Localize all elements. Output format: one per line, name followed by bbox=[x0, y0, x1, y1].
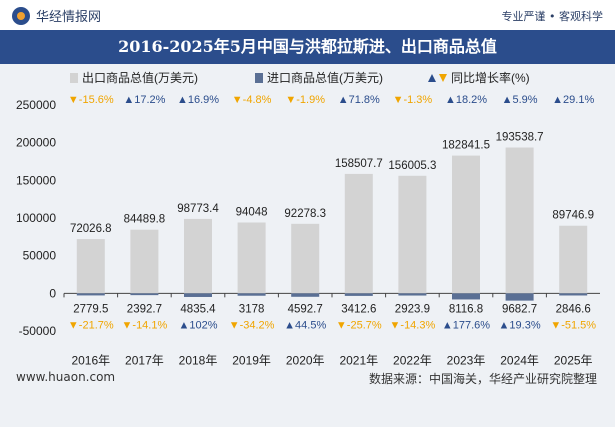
import-value-label: 2392.7 bbox=[127, 303, 162, 315]
x-tick-label: 2024年 bbox=[500, 353, 539, 367]
import-growth-label: ▲19.3% bbox=[499, 319, 541, 331]
import-bar bbox=[184, 293, 212, 297]
import-growth-label: ▲44.5% bbox=[284, 319, 326, 331]
y-tick-label: 150000 bbox=[16, 173, 56, 187]
export-bar bbox=[559, 225, 588, 294]
top-bar: 华经情报网 专业严谨 • 客观科学 bbox=[0, 0, 615, 30]
export-bar bbox=[76, 239, 105, 294]
x-tick-label: 2016年 bbox=[71, 353, 110, 367]
export-value-label: 182841.5 bbox=[442, 140, 490, 152]
x-tick-label: 1-5月 bbox=[559, 368, 588, 369]
export-bar bbox=[237, 222, 266, 294]
import-bar bbox=[452, 293, 480, 300]
export-bar bbox=[505, 147, 534, 294]
import-growth-label: ▼-14.3% bbox=[390, 319, 436, 331]
import-growth-label: ▼-14.1% bbox=[122, 319, 168, 331]
import-bar bbox=[559, 293, 588, 296]
import-bar bbox=[344, 293, 373, 296]
import-growth-label: ▲102% bbox=[178, 319, 217, 331]
export-value-label: 158507.7 bbox=[335, 158, 383, 170]
import-growth-label: ▼-25.7% bbox=[336, 319, 382, 331]
export-bar bbox=[452, 155, 480, 294]
export-growth-label: ▼-1.3% bbox=[393, 94, 433, 106]
chart-title: 2016-2025年5月中国与洪都拉斯进、出口商品总值 bbox=[118, 37, 497, 56]
legend-import-swatch bbox=[255, 73, 263, 83]
title-bar: 2016-2025年5月中国与洪都拉斯进、出口商品总值 bbox=[0, 30, 615, 64]
brand: 华经情报网 bbox=[12, 6, 101, 25]
import-value-label: 4592.7 bbox=[288, 303, 323, 315]
import-bar bbox=[291, 293, 320, 297]
export-growth-label: ▲16.9% bbox=[177, 94, 219, 106]
export-value-label: 193538.7 bbox=[496, 132, 544, 144]
x-tick-label: 2017年 bbox=[125, 353, 164, 367]
x-tick-label: 2023年 bbox=[447, 353, 486, 367]
import-value-label: 3412.6 bbox=[341, 303, 376, 315]
x-tick-label: 2018年 bbox=[179, 353, 218, 367]
export-growth-label: ▲71.8% bbox=[338, 94, 380, 106]
import-bar bbox=[505, 293, 534, 301]
export-value-label: 89746.9 bbox=[552, 210, 594, 222]
export-bar bbox=[291, 223, 320, 294]
import-value-label: 8116.8 bbox=[449, 303, 483, 315]
export-value-label: 72026.8 bbox=[70, 223, 112, 235]
brand-logo-icon bbox=[12, 6, 30, 25]
export-growth-label: ▲18.2% bbox=[445, 94, 487, 106]
export-bar bbox=[184, 218, 212, 294]
export-growth-label: ▼-4.8% bbox=[232, 94, 272, 106]
brand-name: 华经情报网 bbox=[36, 10, 102, 25]
import-bar bbox=[130, 293, 159, 296]
export-value-label: 84489.8 bbox=[124, 214, 166, 226]
footer: www.huaon.com 数据来源：中国海关，华经产业研究院整理 bbox=[0, 366, 615, 396]
import-value-label: 2923.9 bbox=[395, 303, 430, 315]
x-tick-label: 2020年 bbox=[286, 353, 325, 367]
legend-export-swatch bbox=[70, 73, 78, 83]
legend-export-label: 出口商品总值(万美元) bbox=[82, 70, 198, 85]
import-bar bbox=[76, 293, 105, 296]
import-growth-label: ▼-21.7% bbox=[68, 319, 114, 331]
export-growth-label: ▲17.2% bbox=[123, 94, 165, 106]
y-tick-label: 0 bbox=[49, 286, 56, 300]
legend-up-icon bbox=[428, 74, 436, 82]
legend-down-icon bbox=[439, 74, 447, 82]
import-bar bbox=[237, 293, 266, 296]
import-value-label: 9682.7 bbox=[502, 303, 537, 315]
import-growth-label: ▼-51.5% bbox=[550, 319, 596, 331]
export-bar bbox=[130, 229, 159, 294]
legend-import-label: 进口商品总值(万美元) bbox=[267, 70, 383, 85]
export-growth-label: ▲5.9% bbox=[502, 94, 538, 106]
y-tick-label: 100000 bbox=[16, 211, 56, 225]
export-value-label: 94048 bbox=[236, 206, 268, 218]
export-growth-label: ▼-15.6% bbox=[68, 94, 114, 106]
export-bar bbox=[344, 173, 373, 294]
import-value-label: 3178 bbox=[239, 303, 265, 315]
export-value-label: 98773.4 bbox=[177, 203, 219, 215]
export-growth-label: ▲29.1% bbox=[552, 94, 594, 106]
export-bar bbox=[398, 175, 427, 294]
import-value-label: 2846.6 bbox=[556, 303, 591, 315]
y-tick-label: 250000 bbox=[16, 98, 56, 112]
x-tick-label: 2022年 bbox=[393, 353, 432, 367]
export-value-label: 92278.3 bbox=[284, 208, 326, 220]
legend-growth-label: 同比增长率(%) bbox=[451, 70, 530, 85]
footer-source: 数据来源：中国海关，华经产业研究院整理 bbox=[368, 372, 597, 386]
import-value-label: 2779.5 bbox=[73, 303, 108, 315]
footer-website: www.huaon.com bbox=[16, 370, 116, 384]
chart-plot: 出口商品总值(万美元) 进口商品总值(万美元) 同比增长率(%) -50000 0 500… bbox=[16, 70, 600, 369]
import-growth-label: ▼-34.2% bbox=[229, 319, 275, 331]
y-tick-label: -50000 bbox=[19, 324, 57, 338]
export-value-label: 156005.3 bbox=[388, 160, 436, 172]
import-value-label: 4835.4 bbox=[180, 303, 216, 315]
x-tick-label: 2021年 bbox=[339, 353, 378, 367]
y-tick-label: 200000 bbox=[16, 136, 56, 150]
x-tick-label: 2019年 bbox=[232, 353, 271, 367]
y-tick-label: 50000 bbox=[23, 249, 57, 263]
slogan: 专业严谨 • 客观科学 bbox=[501, 10, 603, 23]
export-growth-label: ▼-1.9% bbox=[285, 94, 325, 106]
import-growth-label: ▲177.6% bbox=[442, 319, 490, 331]
x-tick-label: 2025年 bbox=[554, 353, 593, 367]
import-bar bbox=[398, 293, 427, 296]
